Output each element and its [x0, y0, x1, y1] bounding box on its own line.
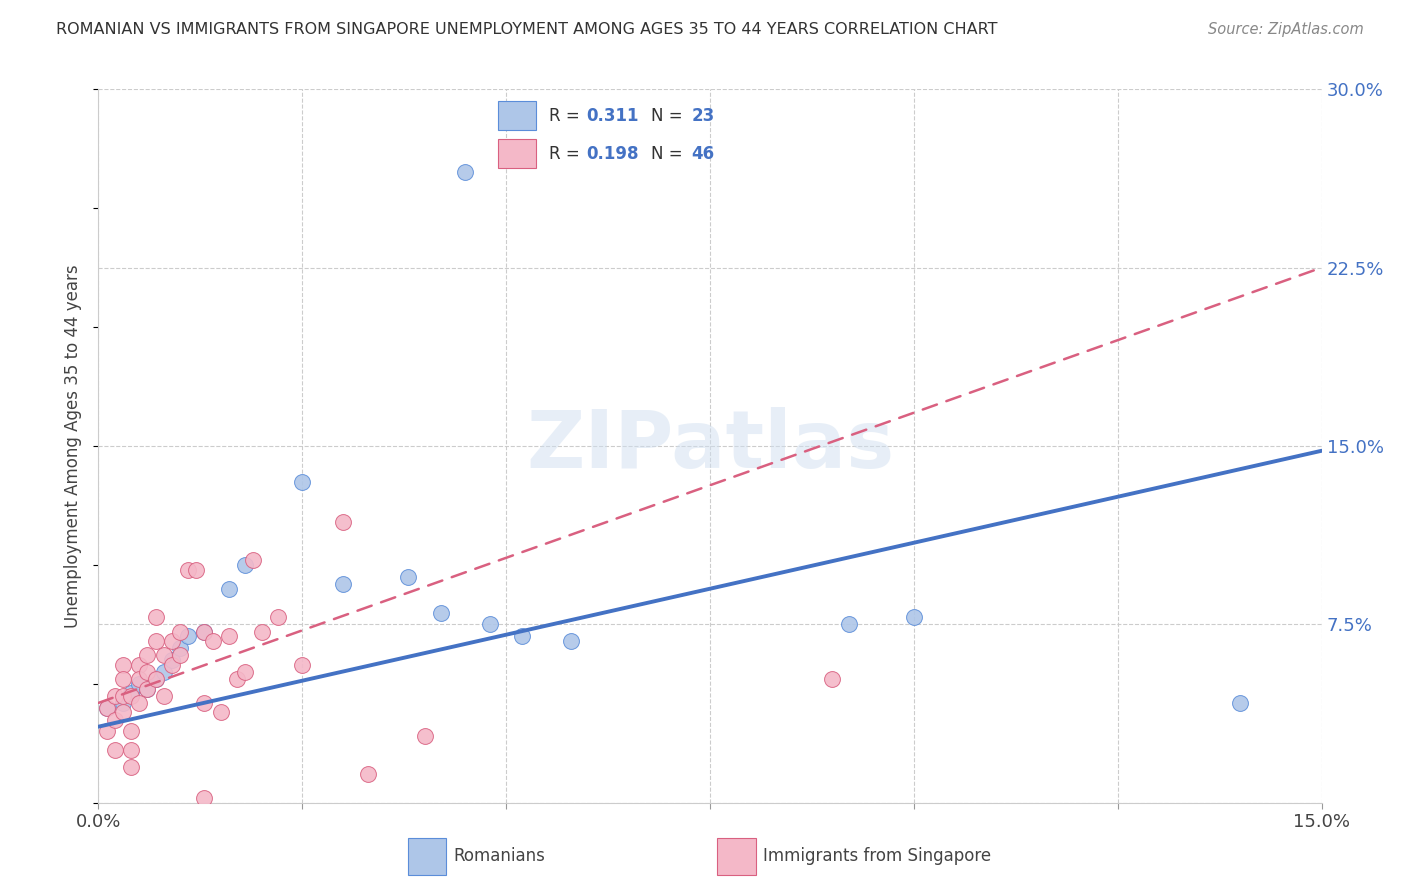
- Point: [396, 570, 419, 584]
- Point: [136, 681, 159, 696]
- Point: [193, 696, 215, 710]
- Point: [218, 582, 240, 596]
- Point: [96, 724, 118, 739]
- Point: [120, 689, 142, 703]
- Point: [821, 672, 844, 686]
- Point: [111, 689, 134, 703]
- Point: [152, 648, 174, 663]
- Point: [128, 657, 150, 672]
- Point: [128, 672, 150, 686]
- Point: [413, 729, 436, 743]
- Point: [186, 563, 208, 577]
- Point: [128, 677, 150, 691]
- Point: [160, 634, 183, 648]
- Point: [512, 629, 534, 643]
- Point: [1229, 696, 1251, 710]
- Point: [233, 665, 256, 679]
- Point: [120, 686, 142, 700]
- Point: [111, 672, 134, 686]
- Point: [145, 610, 167, 624]
- Point: [104, 713, 127, 727]
- Text: Romanians: Romanians: [453, 847, 546, 865]
- Point: [430, 606, 453, 620]
- FancyBboxPatch shape: [717, 838, 756, 875]
- Point: [209, 706, 232, 720]
- Point: [332, 515, 354, 529]
- Point: [136, 665, 159, 679]
- Point: [104, 689, 127, 703]
- Text: Immigrants from Singapore: Immigrants from Singapore: [762, 847, 991, 865]
- Point: [136, 648, 159, 663]
- Point: [201, 634, 224, 648]
- Point: [111, 696, 134, 710]
- Point: [332, 577, 354, 591]
- Point: [136, 681, 159, 696]
- Point: [152, 665, 174, 679]
- Point: [226, 672, 249, 686]
- Point: [111, 706, 134, 720]
- Point: [193, 791, 215, 805]
- Text: ZIPatlas: ZIPatlas: [526, 407, 894, 485]
- Point: [291, 475, 314, 489]
- Text: ROMANIAN VS IMMIGRANTS FROM SINGAPORE UNEMPLOYMENT AMONG AGES 35 TO 44 YEARS COR: ROMANIAN VS IMMIGRANTS FROM SINGAPORE UN…: [56, 22, 998, 37]
- Point: [903, 610, 925, 624]
- Point: [242, 553, 264, 567]
- Point: [838, 617, 860, 632]
- Point: [120, 760, 142, 774]
- Point: [193, 624, 215, 639]
- Point: [454, 165, 477, 179]
- Point: [128, 696, 150, 710]
- Y-axis label: Unemployment Among Ages 35 to 44 years: Unemployment Among Ages 35 to 44 years: [65, 264, 83, 628]
- Point: [233, 558, 256, 572]
- FancyBboxPatch shape: [408, 838, 447, 875]
- Point: [152, 689, 174, 703]
- Point: [120, 724, 142, 739]
- Point: [356, 767, 378, 781]
- Point: [177, 629, 200, 643]
- Point: [145, 634, 167, 648]
- Point: [111, 657, 134, 672]
- Point: [120, 743, 142, 757]
- Text: Source: ZipAtlas.com: Source: ZipAtlas.com: [1208, 22, 1364, 37]
- Point: [560, 634, 582, 648]
- Point: [104, 743, 127, 757]
- Point: [193, 624, 215, 639]
- Point: [169, 641, 191, 656]
- Point: [96, 700, 118, 714]
- Point: [96, 700, 118, 714]
- Point: [145, 672, 167, 686]
- Point: [169, 648, 191, 663]
- Point: [145, 672, 167, 686]
- Point: [177, 563, 200, 577]
- Point: [160, 653, 183, 667]
- Point: [169, 624, 191, 639]
- Point: [250, 624, 273, 639]
- Point: [218, 629, 240, 643]
- Point: [291, 657, 314, 672]
- Point: [267, 610, 290, 624]
- Point: [160, 657, 183, 672]
- Point: [478, 617, 501, 632]
